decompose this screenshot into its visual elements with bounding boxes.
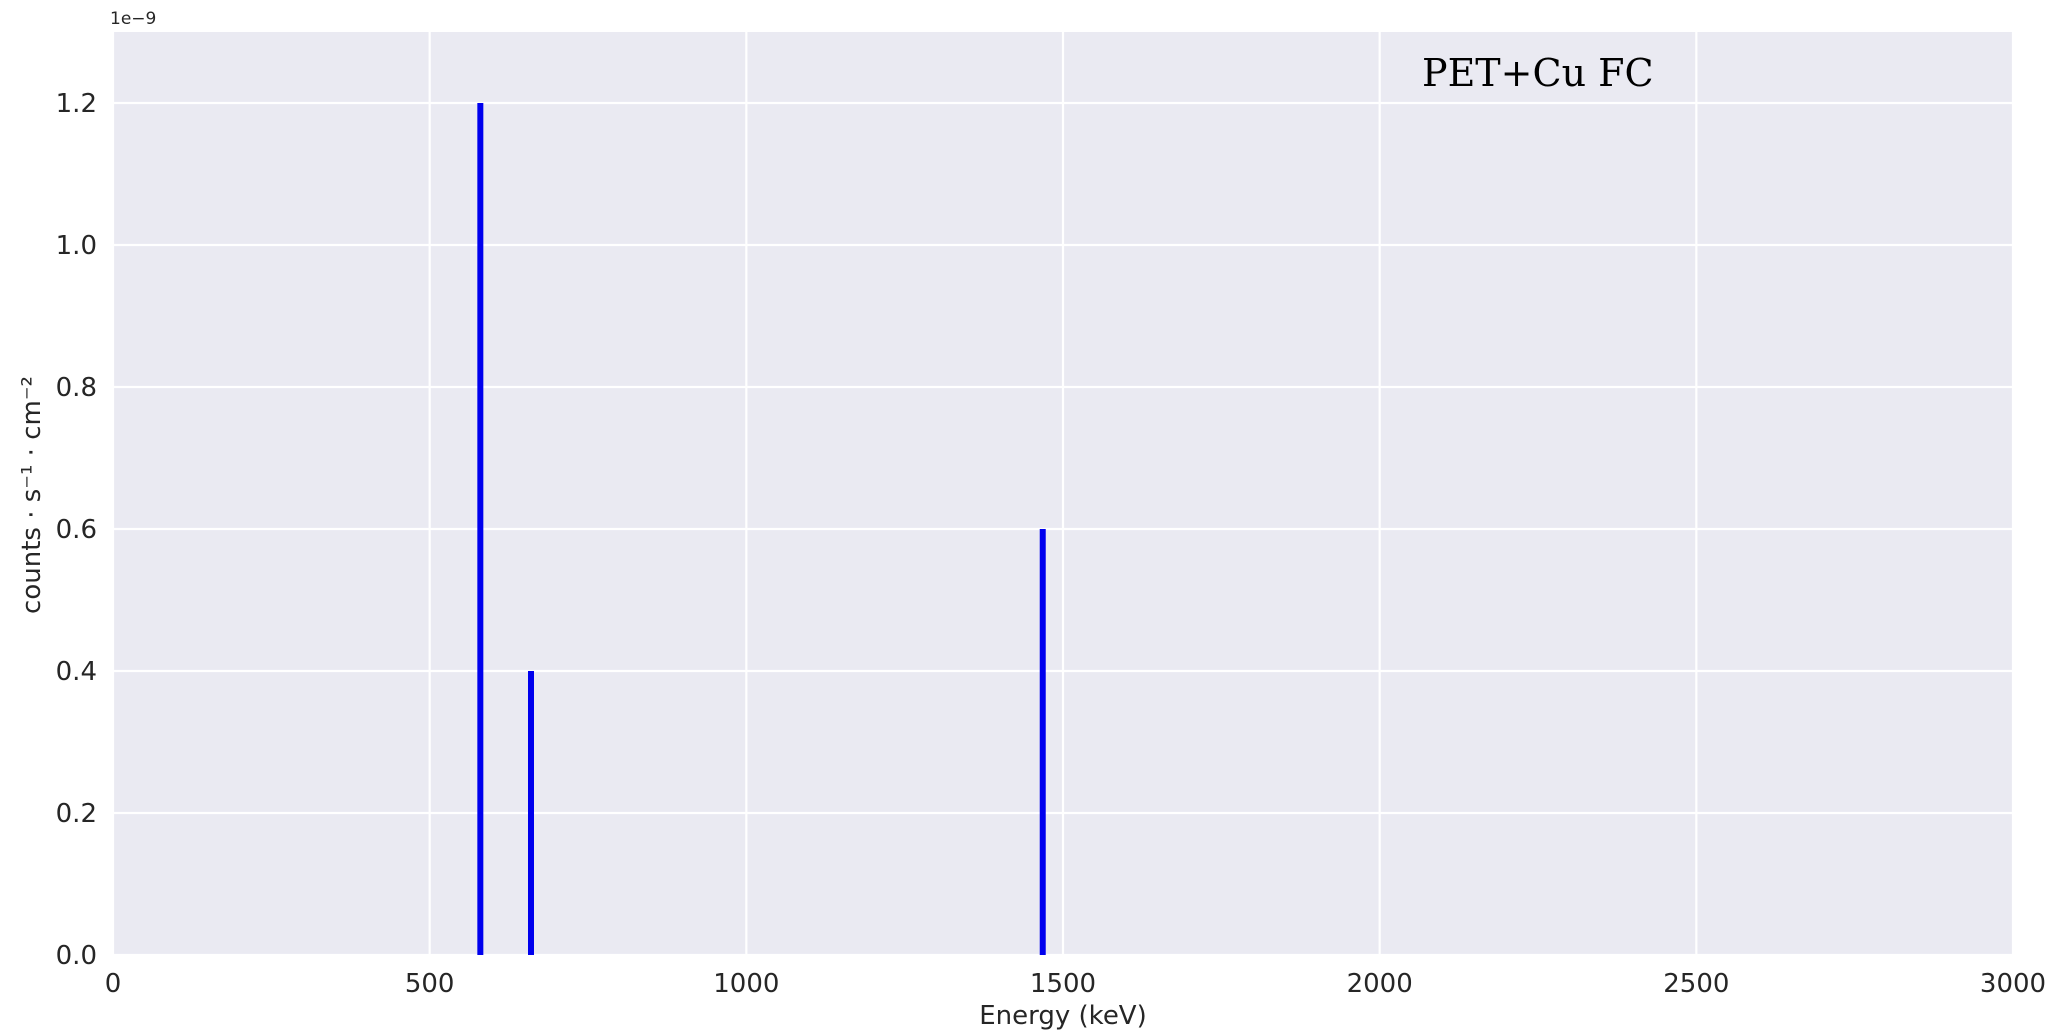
y-tick-label: 0.4 bbox=[56, 657, 97, 687]
y-tick-label: 0.6 bbox=[56, 515, 97, 545]
x-tick-label: 3000 bbox=[1980, 969, 2046, 999]
grid-lines bbox=[111, 32, 2015, 957]
x-tick-label: 2500 bbox=[1663, 969, 1729, 999]
x-tick-label: 1000 bbox=[713, 969, 779, 999]
x-tick-label: 2000 bbox=[1347, 969, 1413, 999]
y-tick-label: 0.2 bbox=[56, 799, 97, 829]
bar bbox=[528, 671, 534, 955]
x-tick-label: 500 bbox=[405, 969, 455, 999]
y-tick-label: 1.0 bbox=[56, 231, 97, 261]
bar bbox=[1039, 529, 1046, 955]
y-tick-labels: 0.0 0.2 0.4 0.6 0.8 1.0 1.2 bbox=[56, 89, 97, 971]
x-tick-label: 0 bbox=[105, 969, 122, 999]
bars bbox=[477, 103, 1046, 955]
y-tick-label: 0.0 bbox=[56, 941, 97, 971]
x-axis-label: Energy (keV) bbox=[979, 1001, 1147, 1031]
y-tick-label: 1.2 bbox=[56, 89, 97, 119]
x-tick-label: 1500 bbox=[1030, 969, 1096, 999]
y-offset-label: 1e−9 bbox=[110, 9, 156, 29]
x-tick-labels: 0 500 1000 1500 2000 2500 3000 bbox=[105, 969, 2046, 999]
bar bbox=[477, 103, 484, 955]
y-tick-label: 0.8 bbox=[56, 373, 97, 403]
chart-annotation: PET+Cu FC bbox=[1422, 51, 1654, 95]
y-axis-label: counts · s⁻¹ · cm⁻² bbox=[17, 376, 47, 614]
